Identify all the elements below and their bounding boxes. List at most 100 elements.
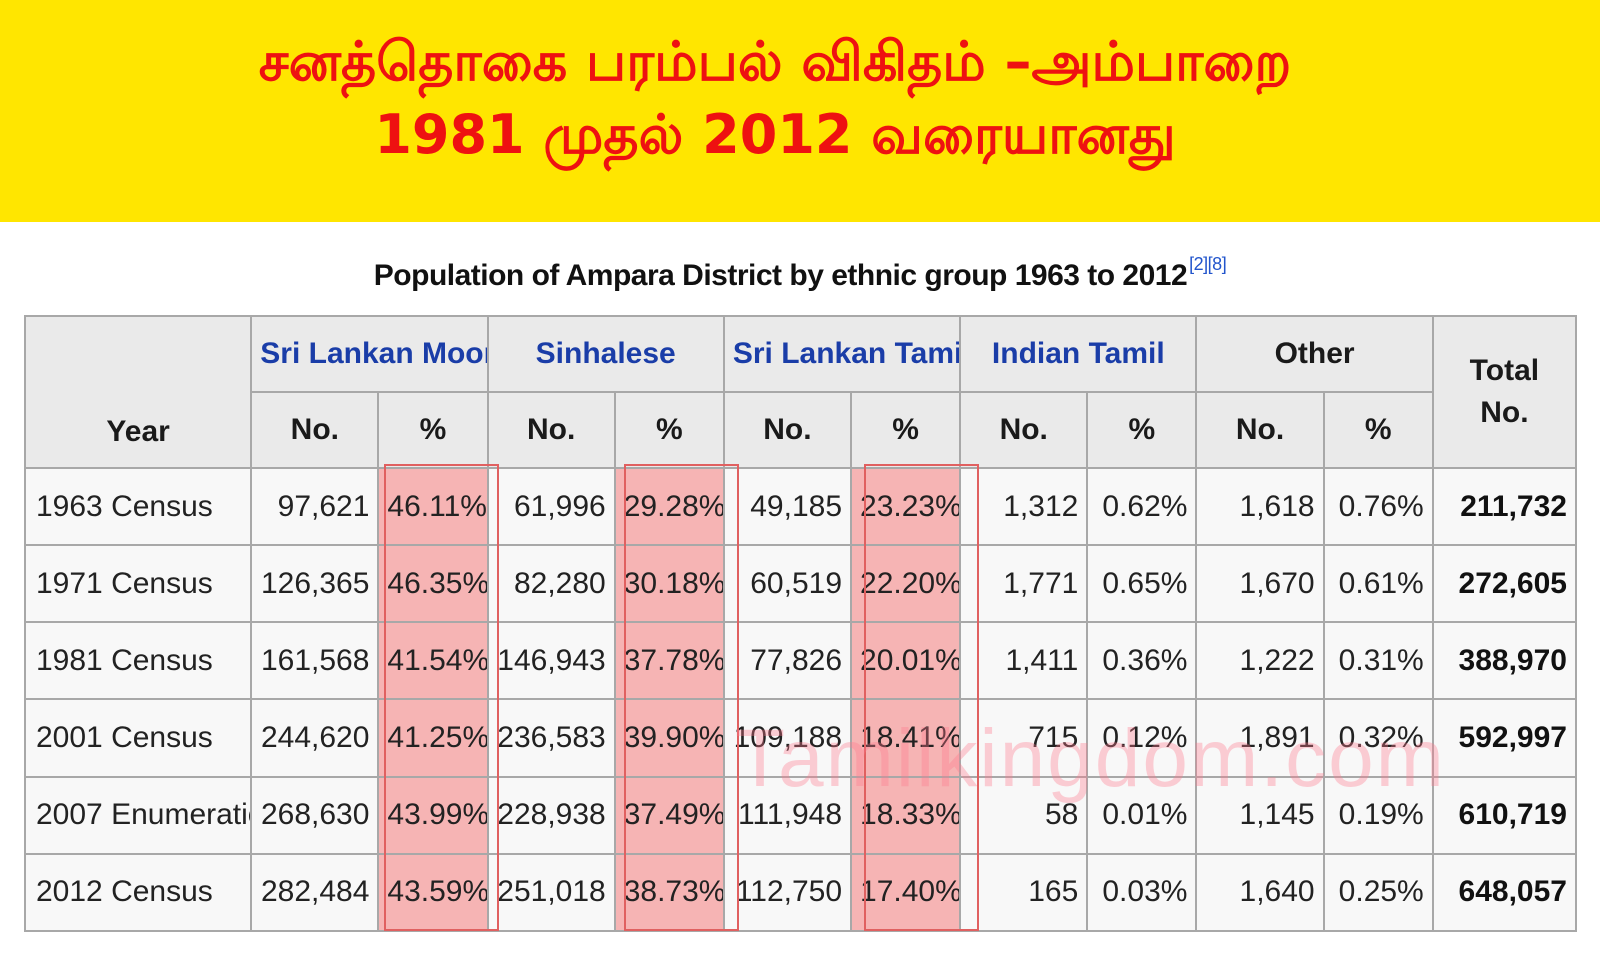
other-percent-cell: 0.32% xyxy=(1322,698,1434,778)
sinhalese-percent-cell: 37.49% xyxy=(613,775,725,855)
other-no-cell: 1,640 xyxy=(1195,852,1325,933)
table-row: 2012 Census 282,484 43.59% 251,018 38.73… xyxy=(23,852,1578,933)
moor-no-cell: 244,620 xyxy=(250,698,380,778)
total-column-header: Total xyxy=(1431,315,1578,392)
group-header-sri-lankan-moor[interactable]: Sri Lankan Moor xyxy=(250,315,489,393)
indian-tamil-no-cell: 1,312 xyxy=(959,466,1089,547)
other-percent-cell: 0.31% xyxy=(1322,621,1434,701)
subheader-percent: % xyxy=(1086,391,1198,469)
banner-title-line-2: 1981 முதல் 2012 வரையானது xyxy=(374,103,1176,166)
indian-tamil-no-cell: 715 xyxy=(959,698,1089,778)
indian-tamil-percent-cell: 0.01% xyxy=(1086,775,1198,855)
group-header-other: Other xyxy=(1195,315,1434,393)
tamil-no-cell: 60,519 xyxy=(722,544,853,624)
year-cell: 2001 Census xyxy=(23,698,253,778)
total-cell: 272,605 xyxy=(1431,544,1578,624)
other-percent-cell: 0.25% xyxy=(1322,852,1434,933)
population-table: Year Sri Lankan Moor Sinhalese Sri Lanka… xyxy=(23,315,1578,933)
subheader-percent: % xyxy=(613,391,725,469)
total-cell: 388,970 xyxy=(1431,621,1578,701)
moor-no-cell: 97,621 xyxy=(250,466,380,547)
tamil-percent-cell: 17.40% xyxy=(850,852,962,933)
moor-no-cell: 268,630 xyxy=(250,775,380,855)
other-no-cell: 1,891 xyxy=(1195,698,1325,778)
other-percent-cell: 0.76% xyxy=(1322,466,1434,547)
indian-tamil-percent-cell: 0.36% xyxy=(1086,621,1198,701)
subheader-no: No. xyxy=(486,391,616,469)
sinhalese-no-cell: 236,583 xyxy=(486,698,616,778)
other-no-cell: 1,670 xyxy=(1195,544,1325,624)
sinhalese-percent-cell: 39.90% xyxy=(613,698,725,778)
tamil-percent-cell: 22.20% xyxy=(850,544,962,624)
moor-percent-cell: 41.54% xyxy=(377,621,489,701)
moor-percent-cell: 41.25% xyxy=(377,698,489,778)
tamil-percent-cell: 23.23% xyxy=(850,466,962,547)
title-banner: சனத்தொகை பரம்பல் விகிதம் –அம்பாறை 1981 ம… xyxy=(0,0,1600,222)
sinhalese-no-cell: 251,018 xyxy=(486,852,616,933)
table-row: 1971 Census 126,365 46.35% 82,280 30.18%… xyxy=(23,544,1578,624)
year-cell: 1971 Census xyxy=(23,544,253,624)
sinhalese-percent-cell: 29.28% xyxy=(613,466,725,547)
table-caption-text: Population of Ampara District by ethnic … xyxy=(373,259,1188,292)
total-cell: 592,997 xyxy=(1431,698,1578,778)
banner-title-line-1: சனத்தொகை பரம்பல் விகிதம் –அம்பாறை xyxy=(258,30,1292,93)
moor-no-cell: 161,568 xyxy=(250,621,380,701)
moor-percent-cell: 46.35% xyxy=(377,544,489,624)
indian-tamil-percent-cell: 0.62% xyxy=(1086,466,1198,547)
other-percent-cell: 0.19% xyxy=(1322,775,1434,855)
moor-no-cell: 282,484 xyxy=(250,852,380,933)
subheader-no: No. xyxy=(1195,391,1325,469)
year-cell: 1963 Census xyxy=(23,466,253,547)
year-cell: 1981 Census xyxy=(23,621,253,701)
indian-tamil-no-cell: 165 xyxy=(959,852,1089,933)
sinhalese-no-cell: 82,280 xyxy=(486,544,616,624)
subheader-no: No. xyxy=(722,391,853,469)
moor-percent-cell: 46.11% xyxy=(377,466,489,547)
sinhalese-percent-cell: 30.18% xyxy=(613,544,725,624)
tamil-no-cell: 111,948 xyxy=(722,775,853,855)
total-cell: 648,057 xyxy=(1431,852,1578,933)
tamil-no-cell: 112,750 xyxy=(722,852,853,933)
year-cell: 2007 Enumeration xyxy=(23,775,253,855)
indian-tamil-percent-cell: 0.65% xyxy=(1086,544,1198,624)
group-header-sinhalese[interactable]: Sinhalese xyxy=(486,315,725,393)
tamil-percent-cell: 18.33% xyxy=(850,775,962,855)
sinhalese-no-cell: 228,938 xyxy=(486,775,616,855)
tamil-no-cell: 49,185 xyxy=(722,466,853,547)
total-cell: 211,732 xyxy=(1431,466,1578,547)
indian-tamil-no-cell: 1,411 xyxy=(959,621,1089,701)
table-row: 1963 Census 97,621 46.11% 61,996 29.28% … xyxy=(23,466,1578,547)
tamil-percent-cell: 20.01% xyxy=(850,621,962,701)
subheader-no: No. xyxy=(250,391,380,469)
table-row: 2001 Census 244,620 41.25% 236,583 39.90… xyxy=(23,698,1578,778)
other-percent-cell: 0.61% xyxy=(1322,544,1434,624)
subheader-percent: % xyxy=(377,391,489,469)
other-no-cell: 1,222 xyxy=(1195,621,1325,701)
sinhalese-no-cell: 146,943 xyxy=(486,621,616,701)
moor-percent-cell: 43.59% xyxy=(377,852,489,933)
moor-percent-cell: 43.99% xyxy=(377,775,489,855)
other-no-cell: 1,145 xyxy=(1195,775,1325,855)
indian-tamil-no-cell: 1,771 xyxy=(959,544,1089,624)
year-column-header: Year xyxy=(23,315,253,469)
subheader-percent: % xyxy=(850,391,962,469)
sinhalese-percent-cell: 38.73% xyxy=(613,852,725,933)
indian-tamil-percent-cell: 0.12% xyxy=(1086,698,1198,778)
subheader-no: No. xyxy=(959,391,1089,469)
group-header-sri-lankan-tamil[interactable]: Sri Lankan Tamil xyxy=(722,315,962,393)
sinhalese-percent-cell: 37.78% xyxy=(613,621,725,701)
tamil-percent-cell: 18.41% xyxy=(850,698,962,778)
caption-reference-links[interactable]: [2][8] xyxy=(1189,254,1227,274)
subheader-total-no: No. xyxy=(1431,392,1578,469)
moor-no-cell: 126,365 xyxy=(250,544,380,624)
table-row: 1981 Census 161,568 41.54% 146,943 37.78… xyxy=(23,621,1578,701)
other-no-cell: 1,618 xyxy=(1195,466,1325,547)
table-caption: Population of Ampara District by ethnic … xyxy=(0,254,1600,293)
sinhalese-no-cell: 61,996 xyxy=(486,466,616,547)
group-header-indian-tamil[interactable]: Indian Tamil xyxy=(959,315,1198,393)
year-cell: 2012 Census xyxy=(23,852,253,933)
subheader-percent: % xyxy=(1322,391,1434,469)
indian-tamil-no-cell: 58 xyxy=(959,775,1089,855)
indian-tamil-percent-cell: 0.03% xyxy=(1086,852,1198,933)
tamil-no-cell: 109,188 xyxy=(722,698,853,778)
